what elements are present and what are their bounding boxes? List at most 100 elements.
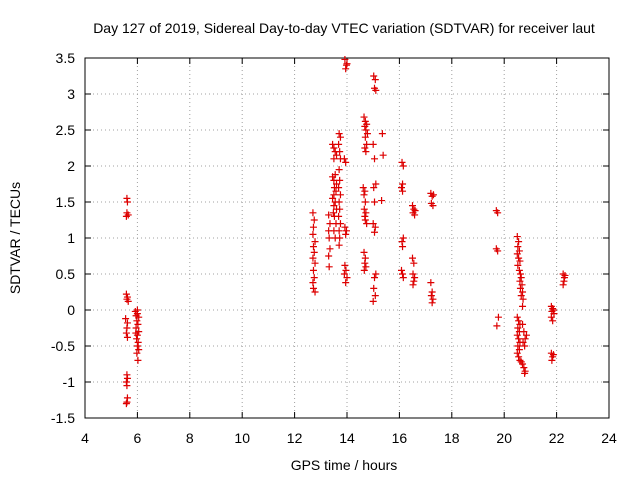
data-point (360, 205, 368, 213)
y-tick-label: -1 (63, 374, 76, 390)
data-point (398, 158, 406, 166)
data-point (123, 374, 131, 382)
data-point (360, 266, 368, 274)
data-point (519, 288, 527, 296)
data-point (329, 209, 337, 217)
data-point (363, 220, 371, 228)
y-tick-label: 0 (67, 302, 75, 318)
data-point (336, 133, 344, 141)
data-point (335, 227, 343, 235)
data-point (515, 353, 523, 361)
data-point (561, 271, 569, 279)
data-point (329, 194, 337, 202)
data-point (133, 306, 141, 314)
data-point (517, 292, 525, 300)
data-point (519, 360, 527, 368)
data-point (325, 263, 333, 271)
data-point (548, 356, 556, 364)
data-point (494, 247, 502, 255)
y-tick-labels: -1.5 -1 -0.5 0 0.5 1 1.5 2 2.5 3 3.5 (51, 50, 75, 426)
data-point (309, 209, 317, 217)
data-point (428, 192, 436, 200)
data-point (521, 335, 529, 343)
data-point (399, 274, 407, 282)
data-point (342, 158, 350, 166)
data-point (329, 173, 337, 181)
data-point (409, 202, 416, 210)
data-point (371, 292, 379, 300)
data-point (361, 198, 369, 206)
data-point (362, 263, 370, 271)
data-point (516, 277, 524, 285)
data-point (521, 342, 529, 350)
data-point (515, 335, 523, 343)
data-point (343, 274, 351, 282)
data-point (123, 333, 131, 341)
data-point (379, 151, 387, 159)
data-point (359, 184, 367, 192)
data-point (133, 317, 141, 325)
data-point (335, 130, 343, 138)
data-point (336, 191, 344, 199)
x-tick-label: 16 (392, 430, 408, 446)
data-point (369, 140, 377, 148)
data-points (122, 55, 569, 408)
data-point (361, 133, 369, 141)
data-point (325, 234, 333, 242)
data-point (513, 331, 521, 339)
data-point (341, 55, 349, 63)
data-point (311, 288, 319, 296)
data-point (122, 400, 130, 408)
data-point (311, 259, 319, 267)
y-tick-label: 1.5 (56, 194, 76, 210)
data-point (311, 238, 319, 246)
data-point (370, 72, 378, 80)
data-point (360, 191, 368, 199)
data-point (335, 198, 343, 206)
data-point (369, 220, 377, 228)
data-point (549, 317, 557, 325)
data-point (516, 270, 524, 278)
data-point (516, 284, 524, 292)
data-point (493, 322, 501, 330)
data-point (429, 295, 437, 303)
data-point (342, 279, 350, 287)
x-tick-label: 18 (444, 430, 460, 446)
data-point (335, 166, 343, 174)
data-point (329, 140, 337, 148)
x-axis-label: GPS time / hours (291, 457, 398, 473)
data-point (520, 328, 528, 336)
data-point (330, 191, 338, 199)
data-point (517, 274, 525, 282)
x-tick-label: 24 (601, 430, 617, 446)
data-point (361, 216, 369, 224)
data-point (516, 257, 524, 265)
data-point (372, 180, 380, 188)
data-point (330, 155, 338, 163)
data-point (519, 295, 527, 303)
data-point (310, 216, 318, 224)
data-point (134, 320, 142, 328)
data-point (336, 234, 344, 242)
data-point (332, 187, 340, 195)
data-point (428, 299, 436, 307)
data-point (340, 155, 348, 163)
data-point (513, 313, 521, 321)
data-point (336, 176, 344, 184)
data-point (362, 148, 370, 156)
data-point (310, 274, 318, 282)
data-point (494, 209, 502, 217)
y-tick-label: 2.5 (56, 122, 76, 138)
data-point (361, 259, 369, 267)
data-point (371, 223, 379, 231)
data-point (342, 227, 350, 235)
data-point (133, 342, 141, 350)
x-tick-labels: 4 6 8 10 12 14 16 18 20 22 24 (81, 430, 617, 446)
data-point (519, 320, 527, 328)
data-point (514, 342, 522, 350)
data-point (133, 349, 141, 357)
data-point (325, 211, 333, 219)
data-point (547, 313, 555, 321)
